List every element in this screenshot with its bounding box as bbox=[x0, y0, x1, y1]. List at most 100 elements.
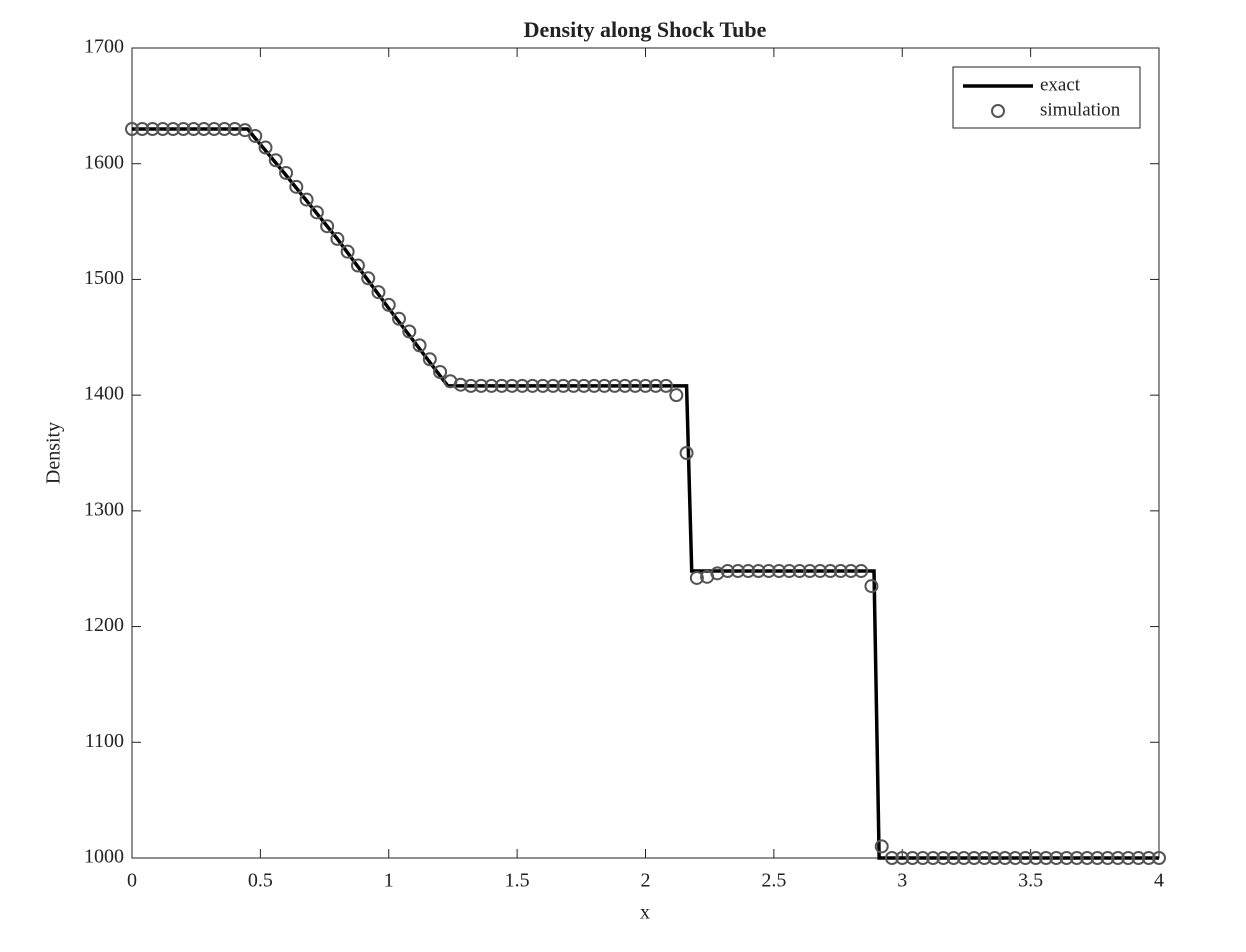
simulation-marker bbox=[1049, 851, 1064, 865]
simulation-marker bbox=[433, 365, 448, 379]
simulation-marker bbox=[905, 851, 920, 865]
simulation-marker bbox=[895, 851, 910, 865]
simulation-marker bbox=[392, 311, 407, 326]
simulation-marker bbox=[515, 378, 530, 393]
y-tick-label: 1100 bbox=[85, 730, 124, 752]
simulation-marker bbox=[289, 179, 304, 194]
simulation-marker bbox=[802, 564, 817, 579]
simulation-marker bbox=[1080, 851, 1095, 865]
simulation-marker bbox=[1100, 851, 1115, 865]
simulation-marker bbox=[792, 564, 807, 579]
simulation-marker bbox=[566, 378, 581, 393]
simulation-marker bbox=[237, 123, 252, 138]
x-tick-label: 4 bbox=[1154, 870, 1164, 892]
simulation-marker bbox=[720, 564, 735, 579]
simulation-marker bbox=[1110, 851, 1125, 865]
simulation-marker bbox=[710, 566, 725, 581]
plot-frame bbox=[131, 47, 1160, 859]
simulation-marker bbox=[1069, 851, 1084, 865]
simulation-marker bbox=[607, 378, 622, 393]
simulation-marker bbox=[340, 244, 355, 259]
x-tick-label: 3.5 bbox=[1018, 870, 1043, 892]
simulation-marker bbox=[422, 352, 437, 367]
simulation-marker bbox=[186, 122, 201, 136]
simulation-marker bbox=[217, 122, 232, 136]
simulation-marker bbox=[782, 564, 797, 579]
simulation-marker bbox=[689, 570, 704, 585]
simulation-marker bbox=[176, 122, 191, 136]
simulation-marker bbox=[884, 851, 899, 865]
simulation-marker bbox=[299, 192, 314, 207]
simulation-marker bbox=[412, 338, 427, 353]
simulation-marker bbox=[813, 564, 828, 579]
y-axis-label: Density bbox=[43, 422, 65, 484]
simulation-marker bbox=[1018, 851, 1033, 865]
simulation-marker bbox=[679, 446, 694, 460]
simulation-marker bbox=[166, 122, 181, 136]
simulation-marker bbox=[977, 851, 992, 865]
simulation-marker bbox=[350, 258, 365, 273]
simulation-marker bbox=[597, 378, 612, 393]
simulation-marker bbox=[309, 205, 324, 220]
simulation-marker bbox=[258, 140, 273, 155]
simulation-marker bbox=[361, 271, 376, 286]
simulation-marker bbox=[936, 851, 951, 865]
simulation-marker bbox=[1131, 851, 1146, 865]
simulation-marker bbox=[576, 378, 591, 393]
legend-box bbox=[952, 66, 1141, 129]
simulation-marker bbox=[135, 122, 150, 136]
simulation-marker bbox=[648, 378, 663, 393]
x-axis-label: x bbox=[640, 902, 650, 924]
simulation-marker bbox=[320, 219, 335, 234]
simulation-marker bbox=[617, 378, 632, 393]
simulation-marker bbox=[155, 122, 170, 136]
simulation-marker bbox=[864, 579, 879, 594]
legend-label: exact bbox=[1040, 74, 1081, 95]
simulation-marker bbox=[1039, 851, 1054, 865]
simulation-marker bbox=[1090, 851, 1105, 865]
simulation-marker bbox=[546, 378, 561, 393]
simulation-marker bbox=[628, 378, 643, 393]
simulation-marker bbox=[474, 378, 489, 393]
y-tick-label: 1600 bbox=[84, 151, 124, 173]
simulation-marker bbox=[1121, 851, 1136, 865]
simulation-marker bbox=[504, 378, 519, 393]
simulation-marker bbox=[761, 564, 776, 579]
simulation-marker bbox=[279, 165, 294, 180]
simulation-marker bbox=[956, 851, 971, 865]
simulation-marker bbox=[207, 122, 222, 136]
x-tick-label: 1 bbox=[384, 870, 394, 892]
simulation-marker bbox=[967, 851, 982, 865]
simulation-marker bbox=[843, 564, 858, 579]
simulation-marker bbox=[484, 378, 499, 393]
x-tick-label: 3 bbox=[897, 870, 907, 892]
simulation-marker bbox=[874, 839, 889, 854]
x-tick-label: 2.5 bbox=[761, 870, 786, 892]
simulation-marker bbox=[402, 324, 417, 339]
simulation-marker bbox=[946, 851, 961, 865]
simulation-marker bbox=[669, 388, 684, 403]
simulation-marker bbox=[926, 851, 941, 865]
y-tick-label: 1000 bbox=[84, 846, 124, 868]
simulation-marker bbox=[587, 378, 602, 393]
simulation-marker bbox=[997, 851, 1012, 865]
legend-label: simulation bbox=[1040, 99, 1121, 120]
simulation-marker bbox=[751, 564, 766, 579]
simulation-marker bbox=[915, 851, 930, 865]
simulation-marker bbox=[145, 122, 160, 136]
y-tick-label: 1300 bbox=[84, 498, 124, 520]
simulation-marker bbox=[1152, 851, 1166, 865]
simulation-marker bbox=[381, 297, 396, 312]
simulation-marker bbox=[535, 378, 550, 393]
simulation-marker bbox=[659, 378, 674, 393]
simulation-marker bbox=[248, 128, 263, 143]
simulation-marker bbox=[772, 564, 787, 579]
simulation-marker bbox=[1141, 851, 1156, 865]
simulation-marker bbox=[1059, 851, 1074, 865]
y-tick-label: 1200 bbox=[84, 614, 124, 636]
x-tick-label: 0.5 bbox=[248, 870, 273, 892]
simulation-marker bbox=[833, 564, 848, 579]
simulation-marker bbox=[741, 564, 756, 579]
exact-line bbox=[132, 127, 1159, 860]
